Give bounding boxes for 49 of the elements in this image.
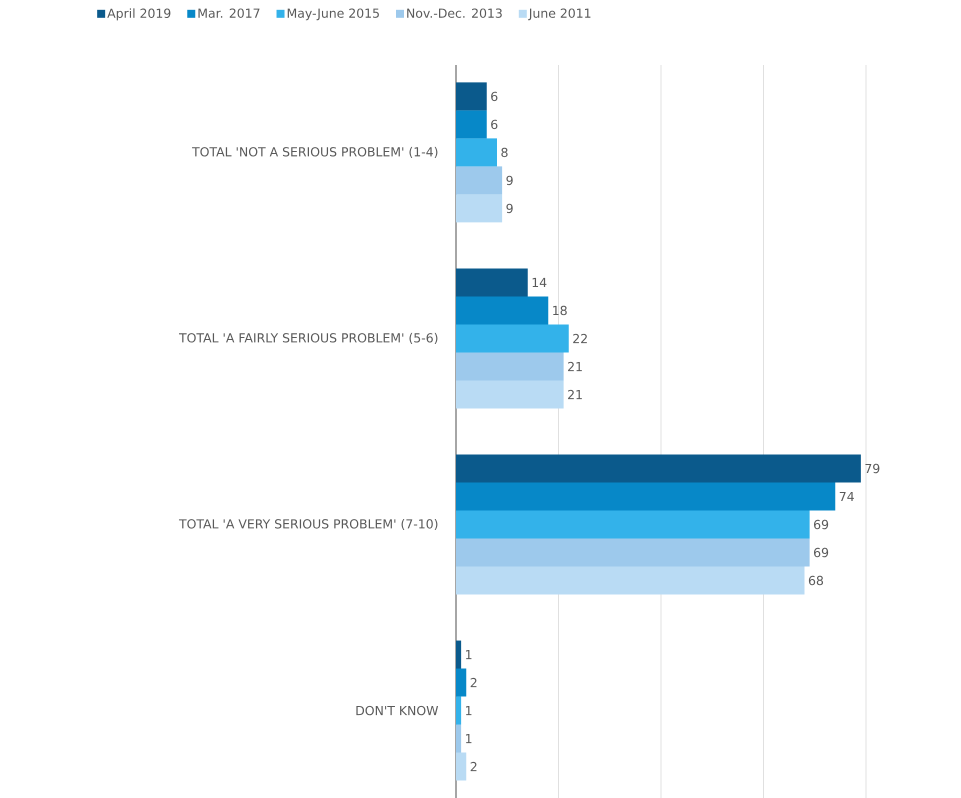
data-label: 1: [466, 734, 472, 744]
bar: [456, 696, 462, 725]
data-label: 74: [840, 492, 854, 502]
data-label: 8: [501, 148, 508, 158]
bar: [456, 454, 861, 483]
data-label: 2: [470, 762, 476, 772]
data-label: 9: [506, 204, 513, 214]
bar: [456, 380, 564, 408]
bar: [456, 296, 548, 324]
legend-label: May-June 2015: [288, 8, 379, 20]
data-label: 18: [553, 306, 567, 316]
bar: [456, 82, 487, 110]
data-label: 79: [865, 464, 880, 474]
bar: [456, 352, 564, 380]
data-label: 69: [814, 520, 828, 530]
legend-label: Nov.-Dec. 2013: [407, 8, 502, 18]
bar: [456, 566, 805, 595]
data-label: 6: [491, 92, 498, 102]
bar: [456, 482, 836, 511]
y-tick-label: TOTAL 'A FAIRLY SERIOUS PROBLEM' (5-6): [178, 332, 438, 344]
bar: [456, 138, 497, 166]
data-label: 14: [532, 278, 546, 288]
data-label: 9: [506, 176, 513, 186]
legend-label: April 2019: [107, 8, 170, 20]
bar: [456, 194, 502, 222]
data-label: 1: [466, 650, 472, 660]
bar: [456, 724, 462, 753]
legend-label: June 2011: [528, 8, 590, 20]
data-label: 1: [466, 706, 472, 716]
bar: [456, 752, 466, 781]
y-tick-label: DON'T KNOW: [356, 706, 438, 716]
data-label: 68: [808, 576, 824, 586]
data-label: 21: [568, 362, 582, 372]
data-label: 69: [814, 548, 828, 558]
bar: [456, 166, 502, 194]
data-label: 21: [568, 390, 582, 400]
bar: [456, 510, 810, 539]
bar: [456, 110, 487, 138]
data-label: 2: [470, 678, 476, 688]
legend-label: Mar. 2017: [198, 8, 260, 18]
y-tick-label: TOTAL 'NOT A SERIOUS PROBLEM' (1-4): [192, 146, 438, 158]
y-tick-label: TOTAL 'A VERY SERIOUS PROBLEM' (7-10): [178, 518, 438, 530]
bar: [456, 640, 462, 669]
bar: [456, 668, 466, 697]
data-label: 22: [573, 334, 587, 344]
bar: [456, 268, 528, 296]
bar: [456, 538, 810, 567]
bar: [456, 324, 569, 352]
data-label: 6: [491, 120, 498, 130]
